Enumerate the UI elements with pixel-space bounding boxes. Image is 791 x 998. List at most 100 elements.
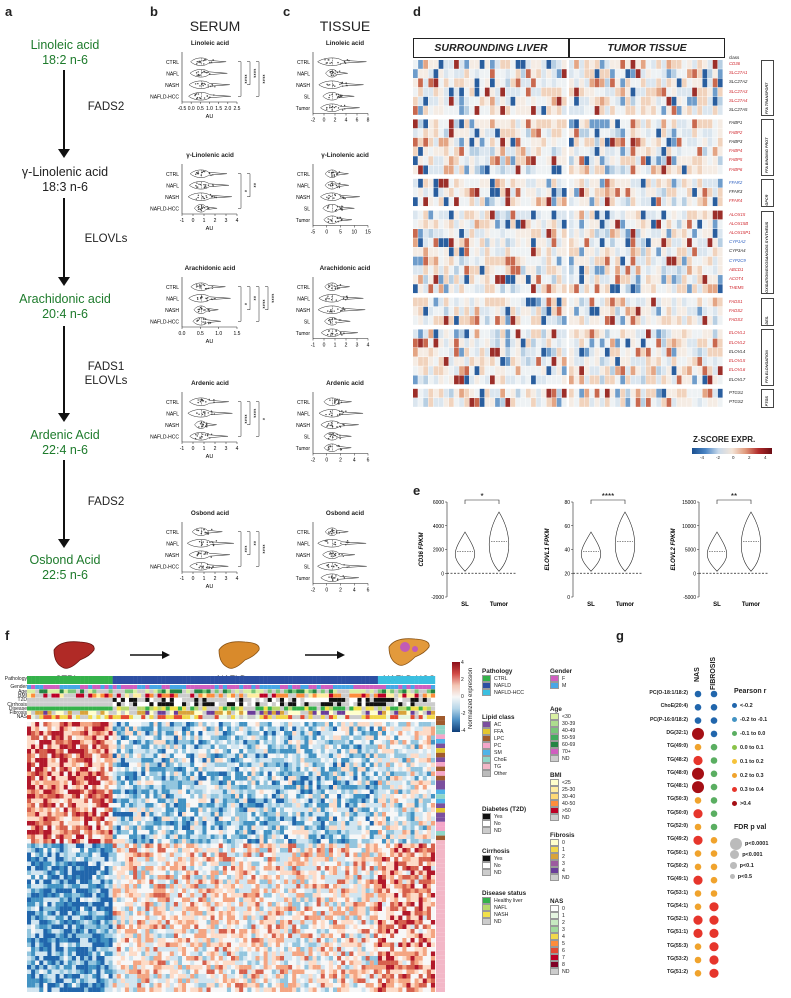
heatmap-cell <box>386 753 391 759</box>
heatmap-cell <box>210 726 215 732</box>
heatmap-cell <box>443 128 449 138</box>
heatmap-cell <box>177 749 183 754</box>
heatmap-cell <box>584 275 590 284</box>
heatmap-cell <box>341 722 346 727</box>
violin-shape <box>188 80 230 89</box>
heatmap-cell <box>402 726 407 732</box>
annotation-cell <box>186 710 191 715</box>
annotation-cell <box>328 693 334 698</box>
heatmap-cell <box>656 238 661 248</box>
data-point <box>197 529 200 532</box>
heatmap-cell <box>414 749 419 754</box>
heatmap-cell <box>546 238 552 248</box>
pathology-cell <box>284 676 289 684</box>
data-point <box>203 70 205 72</box>
heatmap-cell <box>418 106 423 115</box>
heatmap-cell <box>428 284 434 294</box>
annotation-cell <box>104 715 109 720</box>
heatmap-cell <box>433 398 439 407</box>
heatmap-cell <box>687 60 692 69</box>
pathology-cell <box>390 676 395 684</box>
heatmap-cell <box>484 247 490 257</box>
heatmap-cell <box>31 731 36 736</box>
annotation-cell <box>390 715 395 720</box>
heatmap-cell <box>541 357 547 366</box>
heatmap-cell <box>398 762 403 768</box>
heatmap-cell <box>43 731 48 736</box>
heatmap-cell <box>666 366 672 376</box>
data-point <box>334 402 336 404</box>
data-point <box>338 185 340 187</box>
heatmap-cell <box>702 338 708 348</box>
heatmap-cell <box>692 60 697 69</box>
annotation-cell <box>267 706 272 711</box>
heatmap-cell <box>651 96 656 106</box>
heatmap-cell <box>124 726 130 732</box>
heatmap-cell <box>676 197 682 207</box>
heatmap-cell <box>671 87 677 97</box>
annotation-cell <box>71 702 77 707</box>
heatmap-cell <box>702 219 708 229</box>
annotation-cell <box>222 706 228 711</box>
heatmap-cell <box>474 106 480 115</box>
annotation-cell <box>394 710 399 715</box>
heatmap-cell <box>510 347 516 357</box>
heatmap-cell <box>594 375 600 385</box>
heatmap-cell <box>556 316 562 325</box>
annotation-cell <box>406 702 411 707</box>
annotation-cell <box>349 689 354 694</box>
heatmap-cell <box>226 758 232 763</box>
heatmap-cell <box>510 229 516 238</box>
annotation-cell <box>365 702 370 707</box>
data-point <box>335 171 337 173</box>
annotation-cell <box>59 689 64 694</box>
heatmap-cell <box>646 156 651 166</box>
heatmap-cell <box>599 106 605 115</box>
heatmap-cell <box>661 398 667 407</box>
annotation-cell <box>337 693 342 698</box>
heatmap-cell <box>398 731 403 736</box>
heatmap-cell <box>569 178 574 188</box>
data-point <box>198 413 200 416</box>
data-point <box>346 59 349 61</box>
axis-tick: 0 <box>693 571 696 577</box>
annotation-cell <box>186 715 191 720</box>
heatmap-cell <box>515 284 521 294</box>
annotation-cell <box>320 693 325 698</box>
serum-title: SERUM <box>189 18 241 34</box>
heatmap-cell <box>349 762 354 768</box>
heatmap-cell <box>510 329 516 339</box>
heatmap-cell <box>536 210 541 220</box>
annotation-cell <box>141 702 146 707</box>
heatmap-cell <box>357 753 362 759</box>
heatmap-cell <box>666 147 672 156</box>
heatmap-cell <box>707 119 713 129</box>
heatmap-cell <box>661 297 667 307</box>
y-axis-label: CD36 FPKM <box>419 532 425 567</box>
annotation-cell <box>259 702 264 707</box>
data-point <box>202 60 204 62</box>
heatmap-cell <box>707 60 713 69</box>
heatmap-cell <box>599 165 605 175</box>
heatmap-cell <box>55 762 60 768</box>
heatmap-cell <box>656 297 661 307</box>
data-point <box>207 308 209 311</box>
annotation-cell <box>333 697 338 702</box>
data-point <box>327 566 330 568</box>
heatmap-cell <box>210 731 215 736</box>
heatmap-cell <box>454 229 459 238</box>
axis-tick: 6 <box>367 458 370 464</box>
heatmap-cell <box>531 329 536 339</box>
annotation-row-label: Cirrhosis <box>7 701 27 708</box>
annotation-cell <box>263 693 268 698</box>
heatmap-cell <box>428 60 434 69</box>
data-point <box>205 184 207 186</box>
heatmap-cell <box>510 156 516 166</box>
heatmap-cell <box>625 316 631 325</box>
heatmap-cell <box>620 329 626 339</box>
heatmap-cell <box>610 297 615 307</box>
heatmap-cell <box>574 188 579 197</box>
data-point <box>338 403 340 405</box>
heatmap-cell <box>222 744 228 750</box>
heatmap-cell <box>681 78 687 88</box>
